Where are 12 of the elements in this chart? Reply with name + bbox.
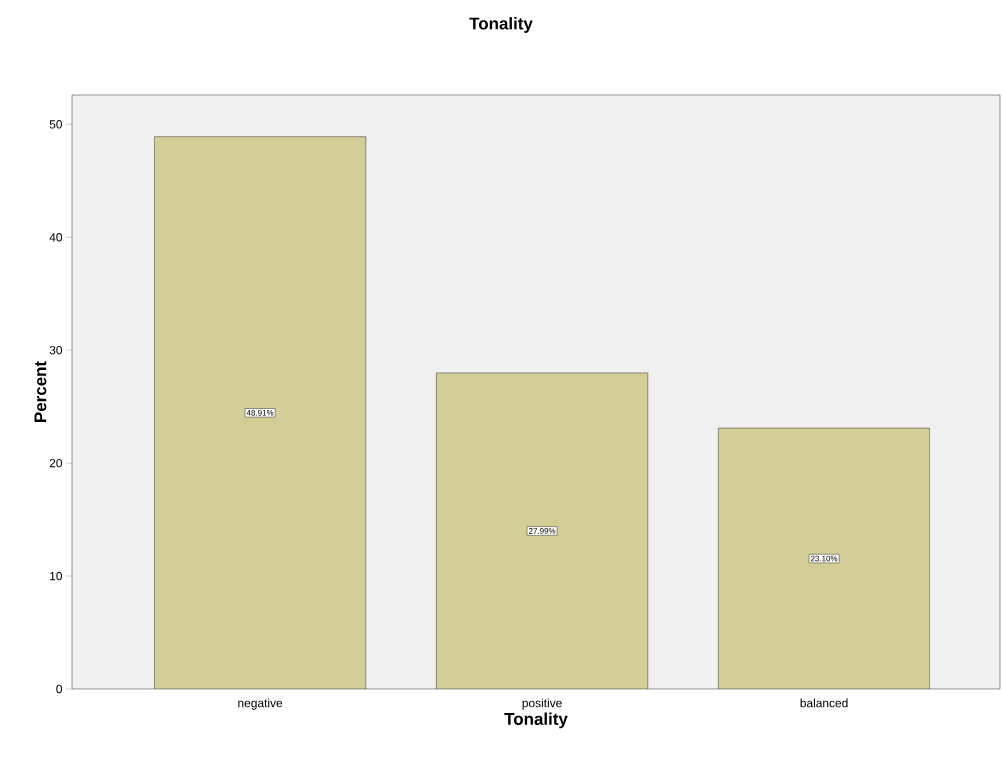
chart-title: Tonality xyxy=(469,17,533,33)
y-tick-label: 0 xyxy=(56,684,63,694)
y-tick-label: 30 xyxy=(49,345,63,355)
x-tick-label: negative xyxy=(238,698,283,710)
y-tick-label: 20 xyxy=(49,458,63,468)
y-axis-title: Percent xyxy=(34,361,47,422)
x-axis-title: Tonality xyxy=(504,712,568,729)
y-tick-label: 40 xyxy=(49,233,63,242)
y-tick-label: 50 xyxy=(49,120,63,129)
y-tick-label: 10 xyxy=(50,571,63,581)
x-tick-label: positive xyxy=(522,698,562,710)
x-tick-label: balanced xyxy=(800,698,848,708)
